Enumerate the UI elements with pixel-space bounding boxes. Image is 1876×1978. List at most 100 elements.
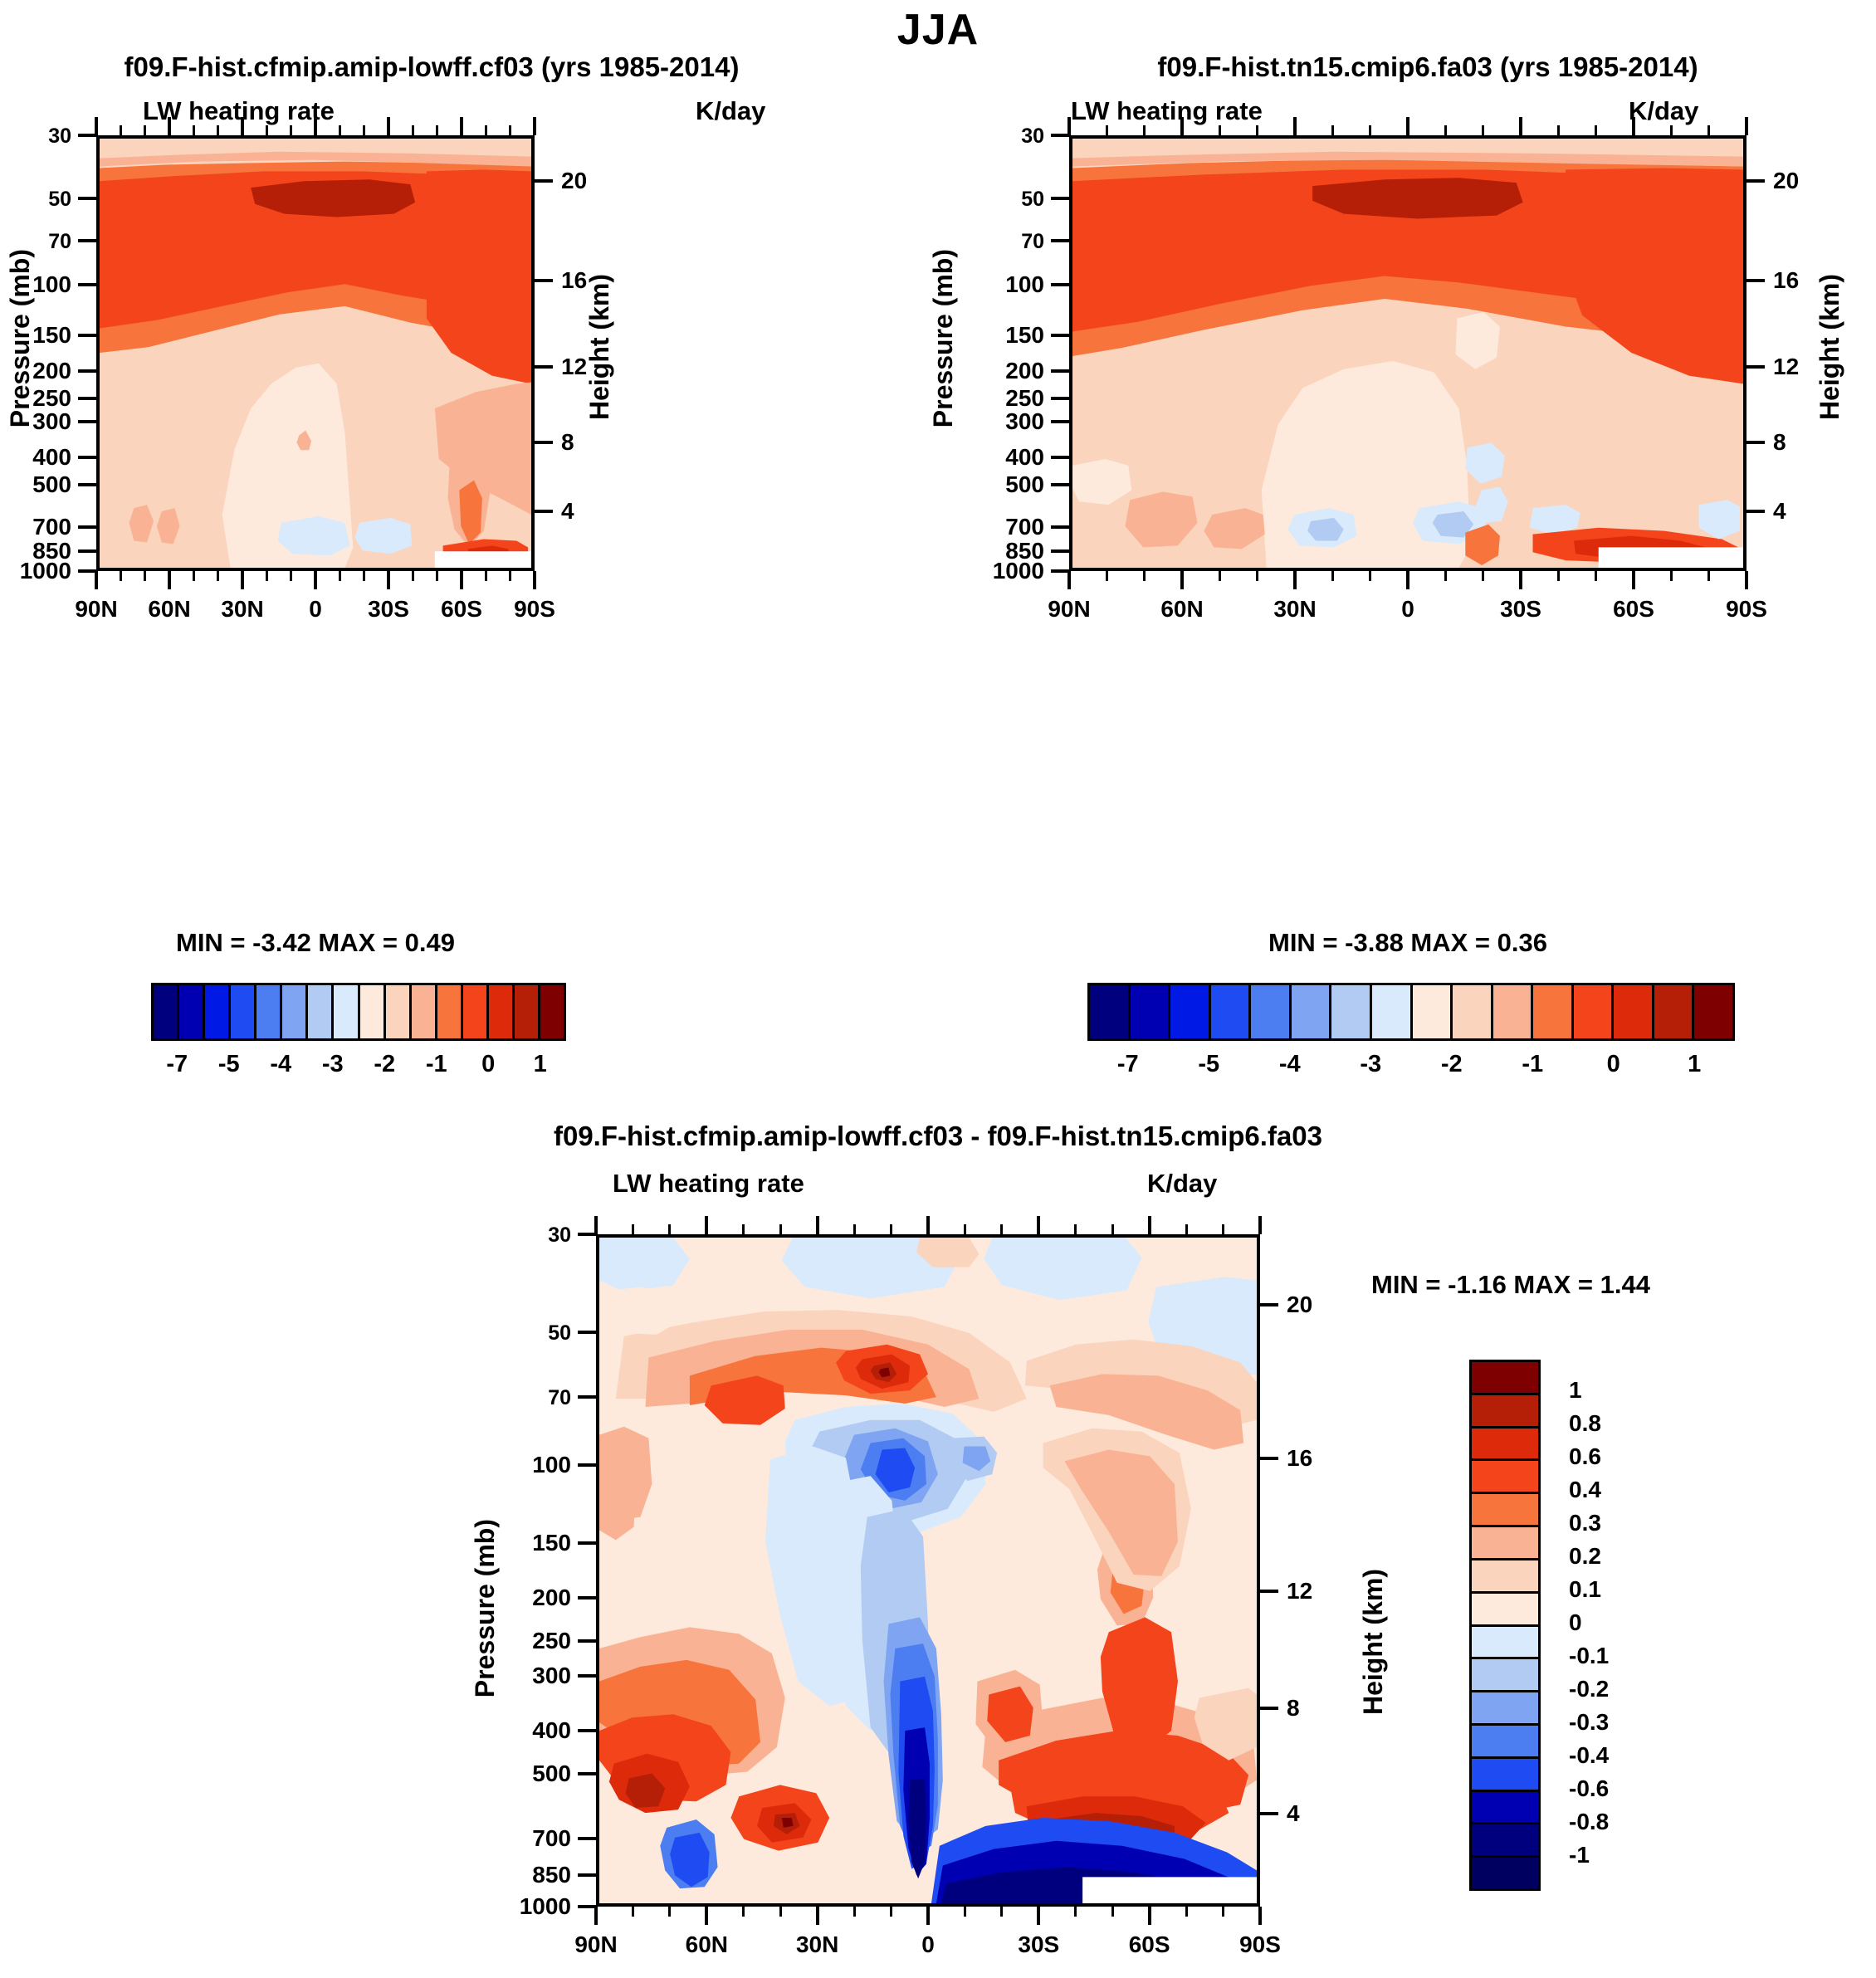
axis-tick <box>78 549 96 553</box>
axis-tick <box>1037 1907 1041 1925</box>
colorbar-tick-label: -0.8 <box>1569 1809 1610 1834</box>
colorbar-tick-label: -0.4 <box>1569 1742 1610 1768</box>
colorbar-tick-label: -3 <box>321 1051 344 1077</box>
colorbar-swatch <box>1533 985 1574 1038</box>
axis-tick-minor <box>963 1907 966 1917</box>
axis-tick <box>1180 117 1184 135</box>
axis-tick-minor <box>779 1224 782 1234</box>
axis-tick <box>241 571 244 589</box>
colorbar-swatch <box>1472 1824 1538 1858</box>
height-tick-label: 20 <box>561 167 588 193</box>
axis-tick-minor <box>1707 125 1711 135</box>
colorbar-tick-label: -0.1 <box>1569 1643 1610 1668</box>
height-tick-label: 20 <box>1287 1291 1313 1317</box>
axis-tick <box>1747 178 1765 183</box>
colorbar-tick-label: -5 <box>1198 1051 1220 1077</box>
axis-tick-minor <box>509 125 512 135</box>
colorbar-tick-label: -4 <box>270 1051 292 1077</box>
axis-tick-minor <box>1222 1907 1225 1917</box>
axis-tick-minor <box>509 571 512 581</box>
axis-tick <box>1051 283 1069 287</box>
axis-tick-minor <box>484 125 487 135</box>
axis-tick-minor <box>119 125 122 135</box>
colorbar-swatch <box>1614 985 1654 1038</box>
axis-tick <box>78 419 96 423</box>
axis-tick <box>1632 571 1635 589</box>
axis-tick <box>78 238 96 242</box>
colorbar-tick-label: 1 <box>1569 1377 1582 1403</box>
colorbar-tick-label: -7 <box>166 1051 188 1077</box>
axis-tick-minor <box>1556 125 1560 135</box>
axis-tick-minor <box>1105 571 1108 581</box>
panel-right-unit-label: K/day <box>1629 96 1699 125</box>
latitude-tick-label: 30S <box>368 596 409 622</box>
panel-left-title: f09.F-hist.cfmip.amip-lowff.cf03 (yrs 19… <box>124 51 740 82</box>
colorbar-tick-label: 0 <box>1606 1051 1620 1077</box>
axis-tick <box>314 117 317 135</box>
axis-tick <box>1260 1812 1278 1816</box>
panel-diff-plot-area <box>596 1234 1260 1907</box>
colorbar-swatch <box>1472 1394 1538 1429</box>
pressure-tick-label: 250 <box>1005 385 1044 412</box>
panel-diff-variable-label: LW heating rate <box>613 1169 804 1198</box>
axis-tick-minor <box>338 125 341 135</box>
colorbar-tick-label: -2 <box>374 1051 396 1077</box>
pressure-tick-label: 200 <box>1005 358 1044 384</box>
colorbar-tick-label: 0.2 <box>1569 1543 1601 1569</box>
pressure-tick-label: 30 <box>48 125 71 148</box>
axis-tick-minor <box>1482 125 1485 135</box>
panel-right-colorbar <box>1087 983 1735 1041</box>
pressure-tick-label: 50 <box>548 1321 571 1345</box>
pressure-tick-label: 70 <box>1021 229 1044 253</box>
colorbar-tick-label: -0.6 <box>1569 1775 1610 1801</box>
axis-tick-minor <box>1074 1907 1077 1917</box>
axis-tick <box>578 1729 596 1733</box>
axis-tick <box>1051 397 1069 401</box>
colorbar-tick-label: -7 <box>1116 1051 1139 1077</box>
colorbar-swatch <box>1472 1428 1538 1462</box>
colorbar-swatch <box>231 985 257 1038</box>
axis-tick-minor <box>1222 1224 1225 1234</box>
colorbar-swatch <box>1472 1858 1538 1888</box>
latitude-tick-label: 0 <box>1401 596 1414 622</box>
latitude-tick-label: 60N <box>148 596 191 622</box>
axis-tick-minor <box>1105 125 1108 135</box>
axis-tick <box>1519 117 1522 135</box>
colorbar-swatch <box>1331 985 1372 1038</box>
axis-tick-minor <box>363 571 366 581</box>
pressure-tick-label: 850 <box>532 1862 571 1888</box>
panel-right-contour-field <box>1072 139 1743 568</box>
panel-right-title: f09.F-hist.tn15.cmip6.fa03 (yrs 1985-201… <box>1157 51 1698 82</box>
colorbar-swatch <box>1472 1725 1538 1759</box>
axis-tick-minor <box>890 1224 893 1234</box>
latitude-tick-label: 90S <box>514 596 555 622</box>
pressure-tick-label: 400 <box>532 1717 571 1744</box>
pressure-tick-label: 200 <box>32 358 71 384</box>
colorbar-swatch <box>1472 1758 1538 1792</box>
colorbar-swatch <box>540 985 564 1038</box>
colorbar-swatch <box>308 985 335 1038</box>
axis-tick <box>78 483 96 487</box>
latitude-tick-label: 60S <box>441 596 482 622</box>
axis-tick <box>578 1639 596 1643</box>
latitude-tick-label: 30S <box>1500 596 1541 622</box>
axis-tick <box>578 1394 596 1399</box>
axis-tick-minor <box>363 125 366 135</box>
colorbar-swatch <box>359 985 386 1038</box>
axis-tick <box>578 1905 596 1908</box>
axis-tick <box>1037 1216 1041 1234</box>
axis-tick-minor <box>217 125 220 135</box>
colorbar-swatch <box>1453 985 1493 1038</box>
axis-tick-minor <box>853 1907 856 1917</box>
height-tick-label: 16 <box>1287 1444 1313 1471</box>
axis-tick <box>1519 571 1522 589</box>
colorbar-swatch <box>1472 1527 1538 1560</box>
colorbar-swatch <box>437 985 463 1038</box>
axis-tick-minor <box>1218 125 1221 135</box>
axis-tick <box>1747 509 1765 513</box>
axis-tick <box>1147 1907 1151 1925</box>
panel-left-unit-label: K/day <box>696 96 766 125</box>
